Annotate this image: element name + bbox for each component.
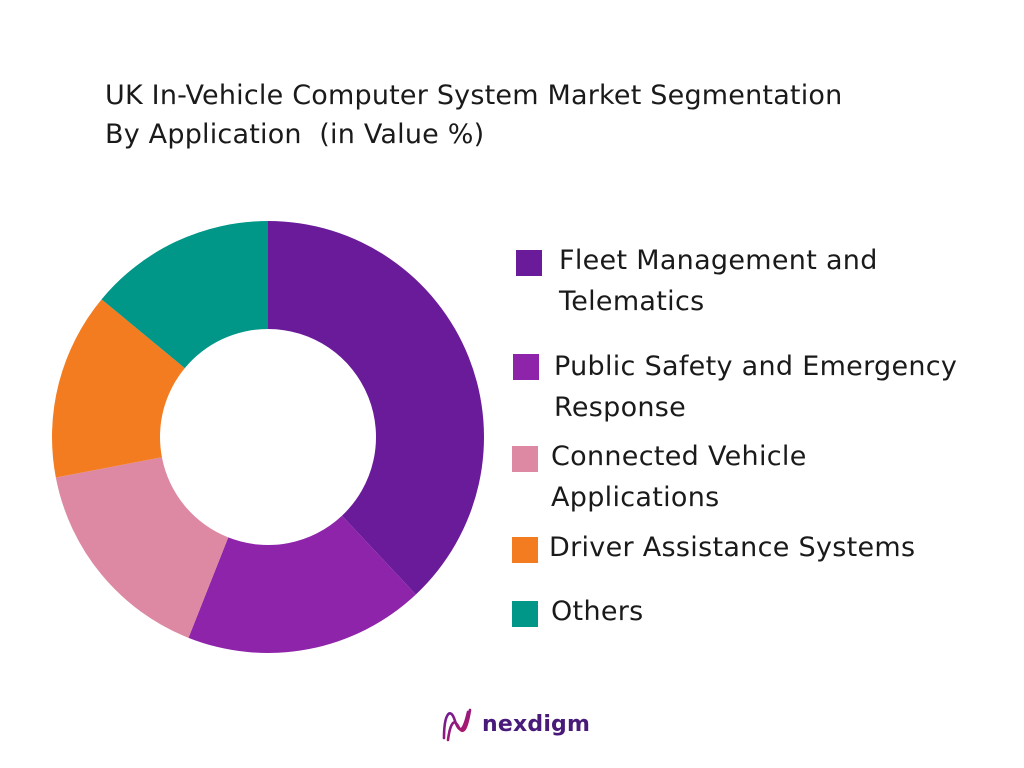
legend-label: Public Safety and Emergency Response: [554, 351, 958, 423]
legend-swatch: [516, 250, 542, 276]
legend-label: Driver Assistance Systems: [549, 532, 916, 563]
legend-label: Connected Vehicle Applications: [551, 441, 807, 513]
slice-driver: [51, 299, 185, 478]
brand-name: nexdigm: [482, 711, 591, 737]
slice-fleet: [268, 221, 484, 595]
legend-swatch: [513, 354, 539, 380]
slice-others: [101, 221, 268, 369]
nexdigm-logo-icon: [442, 708, 472, 742]
brand-logo: nexdigm: [440, 704, 590, 744]
legend-label: Others: [551, 596, 644, 627]
chart-title-line-1: UK In-Vehicle Computer System Market Seg…: [105, 80, 843, 111]
legend-swatch: [512, 537, 538, 563]
slice-connected: [55, 457, 229, 638]
chart-title-line-2: By Application (in Value %): [105, 119, 485, 150]
slice-public-safety: [188, 515, 416, 653]
legend-swatch: [512, 446, 538, 472]
legend-swatch: [512, 601, 538, 627]
donut-slices: [51, 221, 484, 653]
chart-title: UK In-Vehicle Computer System Market Seg…: [105, 76, 965, 154]
legend-label: Fleet Management and Telematics: [559, 245, 878, 317]
